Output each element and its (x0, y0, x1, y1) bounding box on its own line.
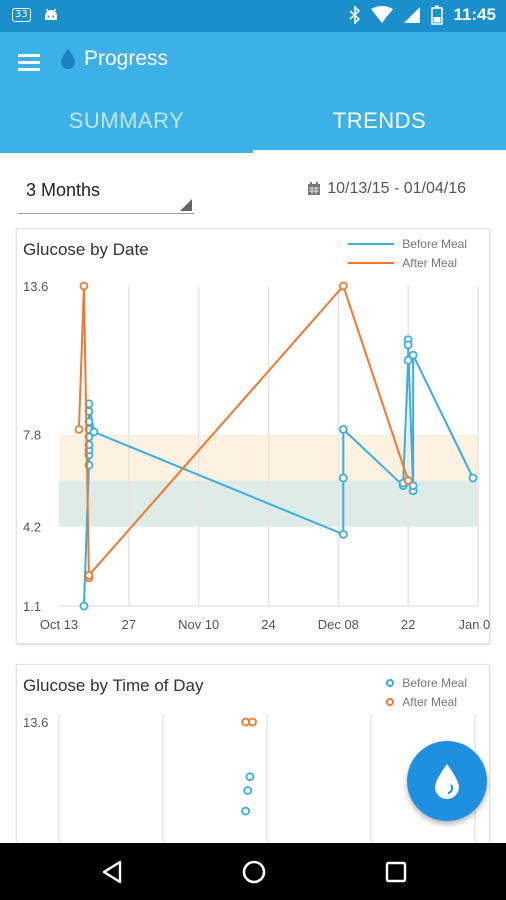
system-nav-bar (0, 843, 506, 900)
x-tick-label: 22 (401, 617, 415, 632)
x-tick-label: Oct 13 (40, 617, 78, 632)
data-point-before-meal (245, 772, 255, 782)
drop-icon (61, 49, 75, 69)
date-range-text: 10/13/15 - 01/04/16 (327, 180, 466, 197)
android-icon (44, 8, 57, 20)
range-dropdown[interactable]: 3 Months (18, 166, 194, 214)
legend-item-after-meal: After Meal (386, 692, 467, 711)
legend-label-after-meal: After Meal (402, 255, 457, 270)
recents-icon[interactable] (381, 857, 411, 887)
legend-swatch-before-meal (386, 678, 395, 687)
y-tick-label: 13.6 (23, 279, 48, 294)
data-point-after-meal (74, 424, 84, 434)
legend-swatch-before-meal (348, 242, 395, 245)
legend-label-before-meal: Before Meal (402, 236, 467, 251)
data-point-before-meal (241, 806, 251, 816)
glucose-by-time-chart: 13.6 (23, 714, 476, 865)
notification-badge-icon: 33 (12, 8, 31, 22)
y-tick-label: 4.2 (23, 520, 41, 535)
data-point-before-meal (79, 601, 89, 611)
data-point-before-meal (403, 355, 413, 365)
x-tick-label: Jan 05 (458, 617, 491, 632)
chart-legend: Before Meal After Meal (348, 234, 467, 272)
wifi-icon (371, 6, 394, 23)
data-point-before-meal (243, 786, 253, 795)
legend-item-before-meal: Before Meal (348, 234, 467, 253)
data-point-after-meal (338, 281, 348, 291)
data-point-before-meal (408, 481, 418, 491)
legend-label-after-meal: After Meal (402, 694, 457, 709)
filter-row: 3 Months 10/13/15 - 01/04/16 (0, 166, 506, 216)
chart-title: Glucose by Time of Day (23, 676, 204, 695)
glucose-by-date-card: Glucose by Date Before Meal After Meal O… (16, 228, 491, 644)
tab-bar: SUMMARY TRENDS (0, 92, 506, 153)
legend-item-before-meal: Before Meal (386, 673, 467, 692)
app-title: Progress (60, 47, 168, 71)
x-tick-label: 27 (122, 617, 136, 632)
status-clock: 11:45 (453, 5, 496, 24)
data-point-after-meal (403, 476, 413, 485)
x-tick-label: Dec 08 (318, 617, 359, 632)
data-point-after-meal (241, 717, 251, 727)
chart-title: Glucose by Date (23, 240, 149, 259)
bluetooth-icon (349, 6, 361, 24)
x-tick-label: 24 (261, 617, 275, 632)
data-point-after-meal (84, 570, 94, 580)
glucose-by-date-chart: Oct 13 27 Nov 10 24 Dec 08 22 Jan 05 13.6 7.8 4.2… (23, 279, 491, 632)
tab-trends[interactable]: TRENDS (253, 92, 506, 153)
app-title-text: Progress (84, 47, 169, 70)
home-icon[interactable] (239, 857, 269, 887)
data-point-before-meal (89, 427, 99, 437)
legend-item-after-meal: After Meal (348, 253, 467, 272)
add-reading-drop-icon (435, 764, 459, 799)
dropdown-caret-icon (180, 199, 192, 211)
data-point-after-meal (79, 281, 89, 291)
chart-legend: Before Meal After Meal (386, 673, 467, 711)
y-tick-label: 7.8 (23, 427, 41, 442)
hamburger-menu-icon[interactable] (16, 50, 46, 74)
data-point-before-meal (338, 529, 348, 539)
data-point-before-meal (338, 424, 348, 434)
status-bar: 33 11:45 (0, 0, 506, 32)
signal-icon (404, 7, 421, 23)
tab-summary[interactable]: SUMMARY (68, 108, 185, 133)
data-point-before-meal (338, 473, 348, 483)
legend-swatch-after-meal (348, 261, 395, 264)
calendar-icon (308, 182, 321, 195)
data-point-after-meal (248, 717, 257, 727)
data-point-before-meal (403, 340, 413, 350)
date-range: 10/13/15 - 01/04/16 (307, 180, 466, 198)
app-bar: Progress SUMMARY TRENDS (0, 32, 506, 153)
x-tick-label: Nov 10 (178, 617, 219, 632)
legend-label-before-meal: Before Meal (402, 675, 467, 690)
battery-icon (431, 5, 444, 25)
range-value: 3 Months (26, 180, 101, 200)
y-tick-label: 13.6 (23, 715, 48, 730)
y-tick-label: 1.1 (23, 599, 41, 614)
add-reading-button[interactable] (407, 741, 487, 821)
data-point-before-meal (408, 350, 418, 360)
back-icon[interactable] (97, 857, 127, 887)
data-point-before-meal (468, 473, 478, 483)
legend-swatch-after-meal (386, 697, 395, 706)
